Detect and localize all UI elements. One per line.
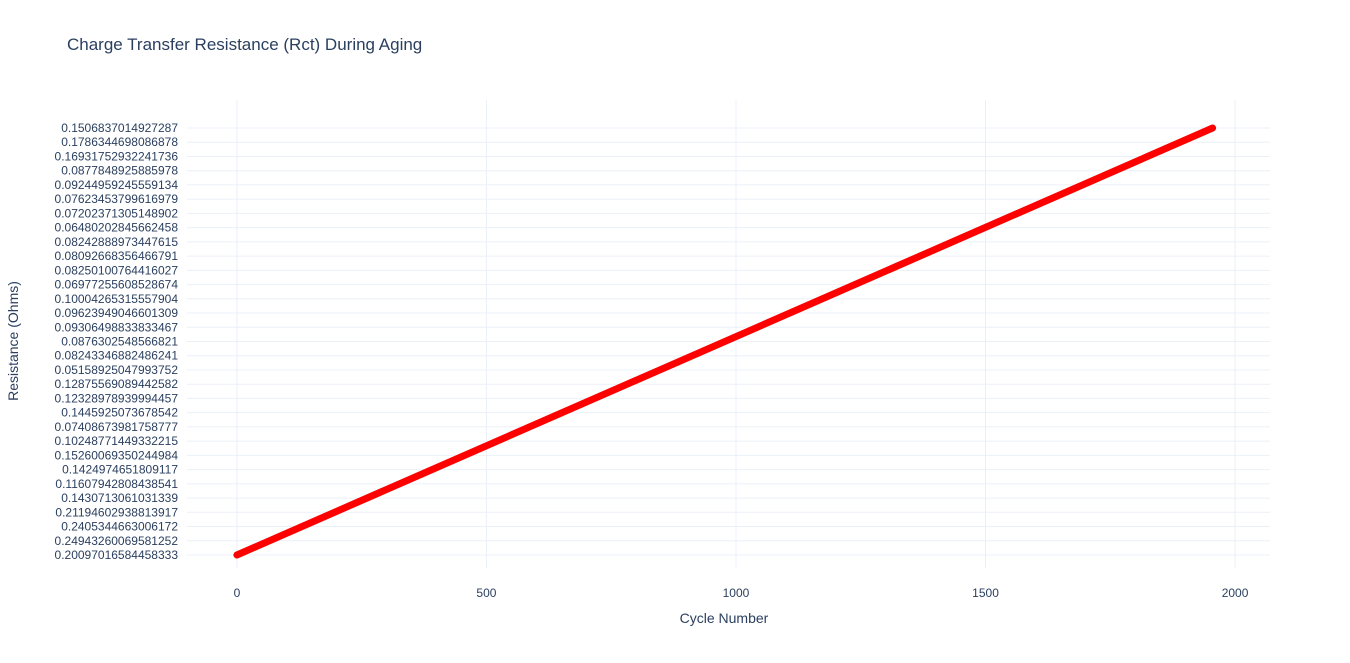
series-layer [233,124,1217,559]
y-tick-label: 0.09306498833833467 [55,320,179,334]
x-axis-ticks: 0 500 1000 1500 2000 [234,586,1249,600]
y-tick-label: 0.1430713061031339 [61,491,178,505]
y-tick-label: 0.1424974651809117 [62,463,178,477]
y-tick-label: 0.21194602938813917 [55,505,178,519]
y-tick-label: 0.07202371305148902 [55,206,179,220]
y-tick-label: 0.0877848925885978 [61,164,178,178]
y-tick-label: 0.20097016584458333 [55,548,179,562]
y-tick-label: 0.2405344663006172 [61,520,178,534]
y-axis-ticks: 0.200970165844583330.249432600695812520.… [55,121,179,562]
y-tick-label: 0.1445925073678542 [61,406,178,420]
y-tick-label: 0.12875569089442582 [55,377,179,391]
y-tick-label: 0.1506837014927287 [61,121,178,135]
x-tick-label: 500 [476,586,496,600]
y-tick-label: 0.06480202845662458 [55,221,179,235]
y-tick-label: 0.08092668356466791 [55,249,179,263]
y-tick-label: 0.11607942808438541 [55,477,178,491]
y-tick-label: 0.10248771449332215 [55,434,179,448]
y-tick-label: 0.24943260069581252 [55,534,179,548]
y-tick-label: 0.12328978939994457 [55,391,179,405]
series-line [233,124,1217,559]
y-tick-label: 0.06977255608528674 [55,278,179,292]
grid [187,100,1270,568]
y-axis-label: Resistance (Ohms) [5,281,21,401]
y-tick-label: 0.10004265315557904 [55,292,179,306]
x-tick-label: 0 [234,586,241,600]
y-tick-label: 0.15260069350244984 [55,448,179,462]
y-tick-label: 0.16931752932241736 [55,149,179,163]
y-tick-label: 0.09244959245559134 [55,178,179,192]
chart-title: Charge Transfer Resistance (Rct) During … [67,35,422,54]
y-tick-label: 0.08242888973447615 [55,235,179,249]
x-tick-label: 1000 [723,586,750,600]
y-tick-label: 0.09623949046601309 [55,306,179,320]
y-tick-label: 0.07408673981758777 [55,420,179,434]
y-tick-label: 0.1786344698086878 [61,135,178,149]
x-tick-label: 1500 [972,586,999,600]
y-tick-label: 0.08243346882486241 [55,349,179,363]
x-tick-label: 2000 [1222,586,1249,600]
y-tick-label: 0.05158925047993752 [55,363,179,377]
y-tick-label: 0.0876302548566821 [61,335,178,349]
x-axis-label: Cycle Number [680,610,769,626]
y-tick-label: 0.07623453799616979 [55,192,179,206]
y-tick-label: 0.08250100764416027 [55,263,179,277]
